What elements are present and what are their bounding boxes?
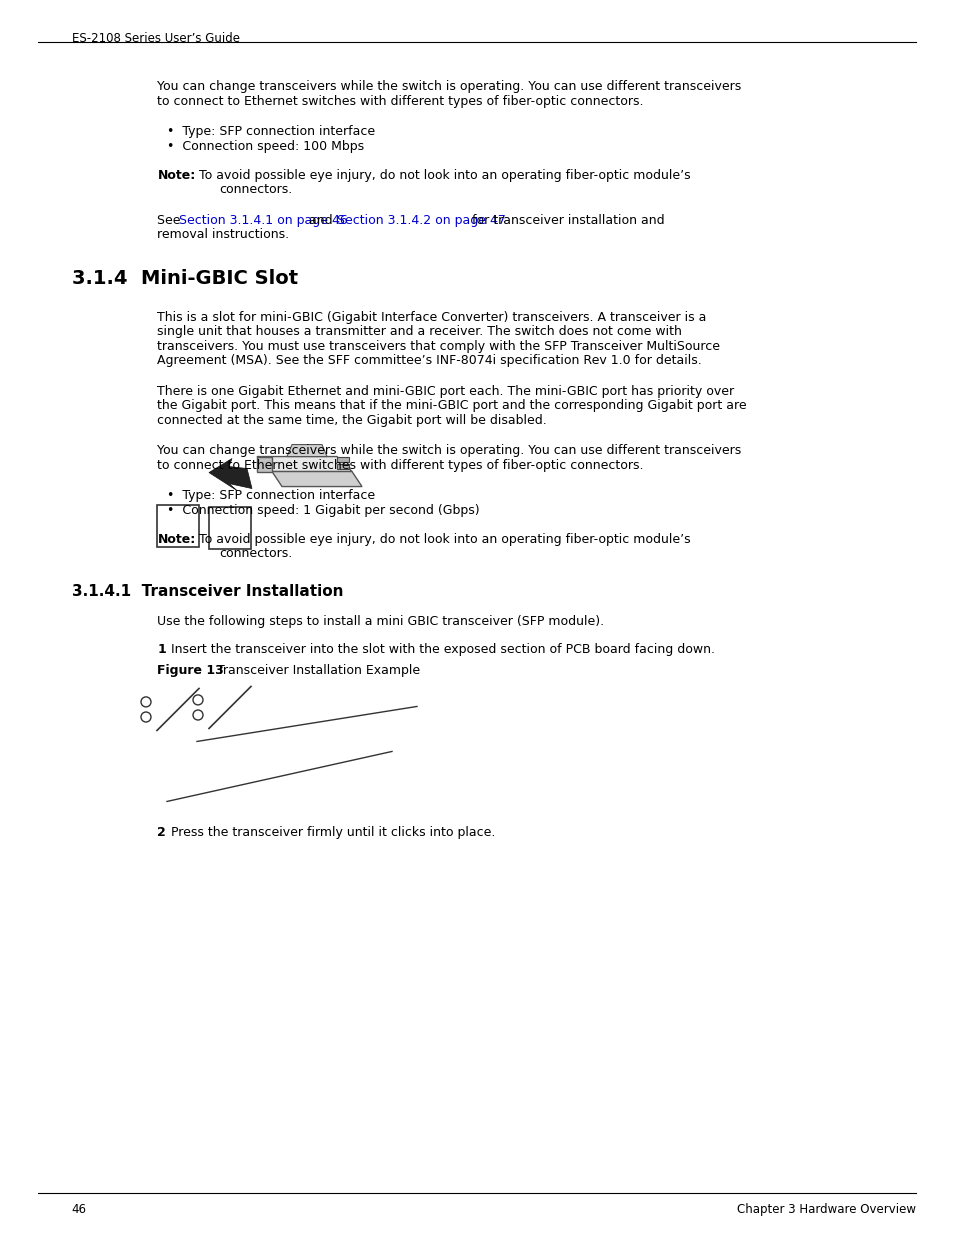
Text: 2: 2 <box>157 826 166 840</box>
Polygon shape <box>336 463 349 468</box>
Text: Insert the transceiver into the slot with the exposed section of PCB board facin: Insert the transceiver into the slot wit… <box>172 643 715 657</box>
Text: This is a slot for mini-GBIC (Gigabit Interface Converter) transceivers. A trans: This is a slot for mini-GBIC (Gigabit In… <box>157 311 706 324</box>
Text: To avoid possible eye injury, do not look into an operating fiber-optic module’s: To avoid possible eye injury, do not loo… <box>195 534 690 546</box>
Text: •  Type: SFP connection interface: • Type: SFP connection interface <box>167 489 375 503</box>
Circle shape <box>193 710 203 720</box>
Text: •  Connection speed: 100 Mbps: • Connection speed: 100 Mbps <box>167 141 364 153</box>
Text: •  Type: SFP connection interface: • Type: SFP connection interface <box>167 125 375 138</box>
Text: Note:: Note: <box>157 169 195 182</box>
Text: You can change transceivers while the switch is operating. You can use different: You can change transceivers while the sw… <box>157 80 740 93</box>
Text: single unit that houses a transmitter and a receiver. The switch does not come w: single unit that houses a transmitter an… <box>157 325 681 338</box>
Text: Press the transceiver firmly until it clicks into place.: Press the transceiver firmly until it cl… <box>172 826 496 840</box>
Text: •  Connection speed: 1 Gigabit per second (Gbps): • Connection speed: 1 Gigabit per second… <box>167 504 479 517</box>
Text: Chapter 3 Hardware Overview: Chapter 3 Hardware Overview <box>736 1203 915 1216</box>
Text: Use the following steps to install a mini GBIC transceiver (SFP module).: Use the following steps to install a min… <box>157 615 604 627</box>
Text: Figure 13: Figure 13 <box>157 664 224 677</box>
Text: 3.1.4.1  Transceiver Installation: 3.1.4.1 Transceiver Installation <box>71 584 343 599</box>
Text: See: See <box>157 214 185 227</box>
Text: There is one Gigabit Ethernet and mini-GBIC port each. The mini-GBIC port has pr: There is one Gigabit Ethernet and mini-G… <box>157 385 734 398</box>
Text: Section 3.1.4.1 on page 46: Section 3.1.4.1 on page 46 <box>179 214 348 227</box>
Polygon shape <box>272 472 361 487</box>
Text: Note:: Note: <box>157 534 195 546</box>
Polygon shape <box>336 457 349 462</box>
Text: transceivers. You must use transceivers that comply with the SFP Transceiver Mul: transceivers. You must use transceivers … <box>157 340 720 353</box>
Polygon shape <box>256 457 352 472</box>
Text: the Gigabit port. This means that if the mini-GBIC port and the corresponding Gi: the Gigabit port. This means that if the… <box>157 399 746 412</box>
Circle shape <box>141 713 151 722</box>
Text: connected at the same time, the Gigabit port will be disabled.: connected at the same time, the Gigabit … <box>157 414 547 427</box>
Text: To avoid possible eye injury, do not look into an operating fiber-optic module’s: To avoid possible eye injury, do not loo… <box>195 169 690 182</box>
Text: removal instructions.: removal instructions. <box>157 228 289 241</box>
Text: Section 3.1.4.2 on page 47: Section 3.1.4.2 on page 47 <box>337 214 506 227</box>
Text: for transceiver installation and: for transceiver installation and <box>468 214 664 227</box>
Text: Transceiver Installation Example: Transceiver Installation Example <box>205 664 420 677</box>
Text: 3.1.4  Mini-GBIC Slot: 3.1.4 Mini-GBIC Slot <box>71 269 297 288</box>
Polygon shape <box>157 505 199 547</box>
Text: connectors.: connectors. <box>219 547 293 561</box>
Polygon shape <box>209 458 252 490</box>
Text: to connect to Ethernet switches with different types of fiber-optic connectors.: to connect to Ethernet switches with dif… <box>157 458 643 472</box>
Text: 46: 46 <box>71 1203 87 1216</box>
Text: 1: 1 <box>157 643 166 657</box>
Text: ES-2108 Series User’s Guide: ES-2108 Series User’s Guide <box>71 32 239 44</box>
Polygon shape <box>256 457 272 472</box>
Polygon shape <box>287 445 327 457</box>
Text: to connect to Ethernet switches with different types of fiber-optic connectors.: to connect to Ethernet switches with dif… <box>157 95 643 107</box>
Text: and: and <box>305 214 336 227</box>
Text: connectors.: connectors. <box>219 183 293 196</box>
Text: You can change transceivers while the switch is operating. You can use different: You can change transceivers while the sw… <box>157 445 740 457</box>
Polygon shape <box>209 506 251 548</box>
Circle shape <box>193 695 203 705</box>
Text: Agreement (MSA). See the SFF committee’s INF-8074i specification Rev 1.0 for det: Agreement (MSA). See the SFF committee’s… <box>157 354 701 367</box>
Circle shape <box>141 697 151 706</box>
